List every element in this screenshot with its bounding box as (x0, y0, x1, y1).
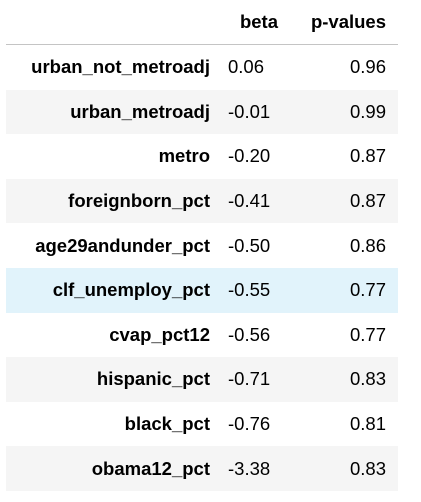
header-p-values: p-values (290, 0, 398, 45)
beta-cell: -0.76 (228, 413, 271, 435)
table-row: urban_not_metroadj 0.06 0.96 (6, 45, 398, 90)
p-value-cell: 0.83 (290, 446, 398, 491)
p-value-cell: 0.83 (290, 357, 398, 402)
row-index-label: obama12_pct (6, 446, 222, 491)
beta-cell: -0.71 (222, 357, 290, 402)
beta-cell: -3.38 (222, 446, 290, 491)
results-table: beta p-values urban_not_metroadj 0.06 0.… (6, 0, 398, 491)
beta-cell: -0.55 (222, 267, 290, 313)
p-value-cell: 0.96 (349, 56, 386, 78)
row-index-label: urban_not_metroadj (31, 56, 210, 78)
row-index-label: cvap_pct12 (109, 323, 210, 345)
p-value-cell: 0.87 (349, 145, 386, 167)
p-value-cell: 0.77 (349, 323, 386, 345)
beta-cell: -0.56 (228, 323, 271, 345)
p-value-cell: 0.77 (290, 267, 398, 313)
row-index-label: clf_unemploy_pct (6, 267, 222, 313)
row-index-label: urban_metroadj (6, 89, 222, 135)
header-beta: beta (222, 0, 290, 45)
row-index-label: foreignborn_pct (6, 178, 222, 224)
header-row: beta p-values (6, 0, 398, 45)
p-value-cell: 0.87 (290, 178, 398, 224)
table-row: age29andunder_pct -0.50 0.86 (6, 223, 398, 268)
table-row: cvap_pct12 -0.56 0.77 (6, 313, 398, 358)
header-index (6, 0, 222, 45)
table-row: hispanic_pct -0.71 0.83 (6, 357, 398, 402)
table-header: beta p-values (6, 0, 398, 45)
row-index-label: age29andunder_pct (35, 234, 210, 256)
p-value-cell: 0.99 (290, 89, 398, 135)
table-row: obama12_pct -3.38 0.83 (6, 446, 398, 491)
beta-cell: -0.20 (228, 145, 271, 167)
table-row-hovered: clf_unemploy_pct -0.55 0.77 (6, 267, 398, 313)
table-row: black_pct -0.76 0.81 (6, 402, 398, 447)
beta-cell: 0.06 (228, 56, 265, 78)
p-value-cell: 0.81 (349, 413, 386, 435)
table-row: urban_metroadj -0.01 0.99 (6, 89, 398, 135)
dataframe-output: beta p-values urban_not_metroadj 0.06 0.… (6, 0, 398, 491)
row-index-label: black_pct (124, 413, 210, 435)
table-row: metro -0.20 0.87 (6, 134, 398, 179)
row-index-label: hispanic_pct (6, 357, 222, 402)
table-body: urban_not_metroadj 0.06 0.96 urban_metro… (6, 45, 398, 491)
row-index-label: metro (158, 145, 210, 167)
table-row: foreignborn_pct -0.41 0.87 (6, 178, 398, 224)
beta-cell: -0.41 (222, 178, 290, 224)
p-value-cell: 0.86 (349, 234, 386, 256)
beta-cell: -0.01 (222, 89, 290, 135)
beta-cell: -0.50 (228, 234, 271, 256)
